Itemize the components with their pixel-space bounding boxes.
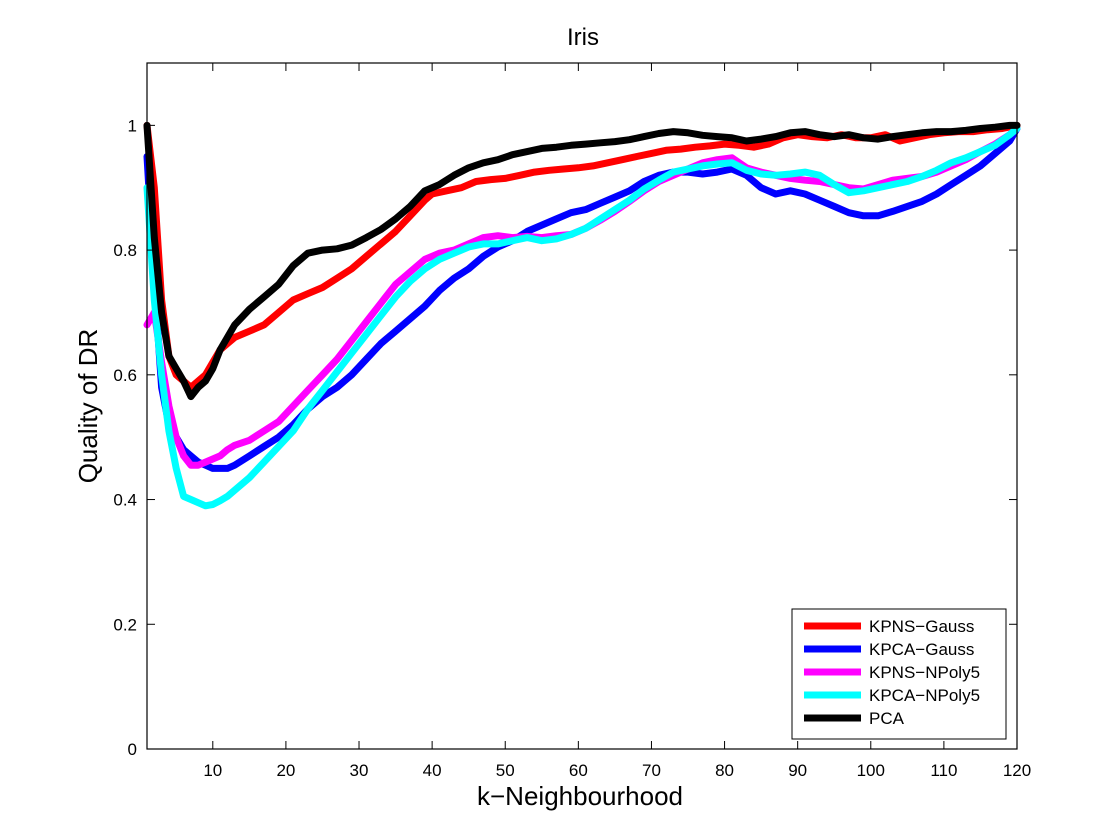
y-tick-label: 0.8 [113, 241, 137, 260]
x-tick-label: 20 [276, 761, 295, 780]
legend-label: KPNS−NPoly5 [869, 663, 980, 682]
x-tick-label: 120 [1003, 761, 1031, 780]
x-tick-label: 40 [423, 761, 442, 780]
legend-label: KPCA−NPoly5 [869, 686, 980, 705]
x-tick-label: 30 [350, 761, 369, 780]
series-line-5 [143, 121, 1021, 401]
plot-frame [146, 62, 1018, 750]
y-tick-label: 0.6 [113, 366, 137, 385]
x-axis-label: k−Neighbourhood [477, 781, 683, 811]
x-tick-label: 80 [715, 761, 734, 780]
x-tick-label: 100 [857, 761, 885, 780]
x-tick-label: 50 [496, 761, 515, 780]
chart-title: Iris [567, 24, 599, 51]
y-tick-label: 1 [128, 116, 137, 135]
series-layer [143, 121, 1021, 510]
y-tick-label: 0 [128, 740, 137, 759]
y-axis: 0 0.2 0.4 0.6 0.8 1 [113, 116, 1017, 759]
x-tick-label: 110 [930, 761, 957, 780]
y-tick-label: 0.2 [113, 615, 137, 634]
legend-label: KPCA−Gauss [869, 640, 974, 659]
legend-label: PCA [869, 709, 905, 728]
y-axis-label: Quality of DR [73, 329, 103, 484]
legend: KPNS−Gauss KPCA−Gauss KPNS−NPoly5 KPCA−NPol… [791, 608, 1007, 740]
x-axis: 10 20 30 40 50 60 70 80 90 100 110 120 [203, 63, 1031, 780]
legend-label: KPNS−Gauss [869, 617, 974, 636]
series-line-4 [143, 125, 1021, 510]
x-tick-label: 10 [203, 761, 222, 780]
series-line-2 [143, 125, 1021, 472]
legend-items: KPNS−Gauss KPCA−Gauss KPNS−NPoly5 KPCA−NPol… [804, 617, 980, 728]
y-tick-label: 0.4 [113, 491, 137, 510]
x-tick-label: 90 [788, 761, 807, 780]
x-tick-label: 70 [642, 761, 661, 780]
x-tick-label: 60 [569, 761, 588, 780]
